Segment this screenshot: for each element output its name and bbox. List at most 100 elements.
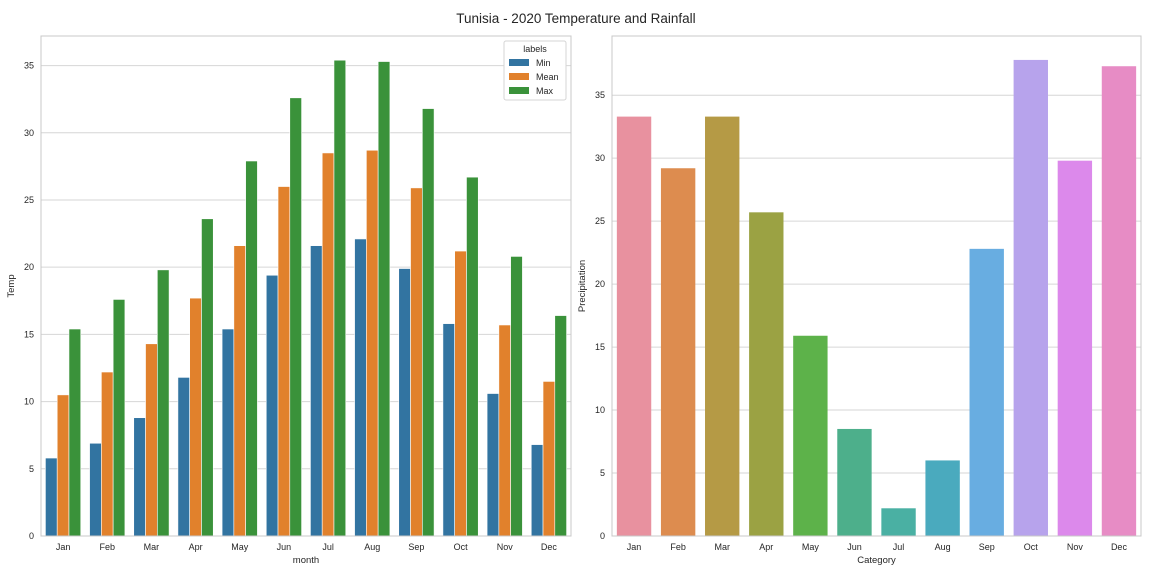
bar-max-jun — [289, 97, 302, 537]
y-tick-label: 10 — [595, 405, 605, 415]
bar-oct — [1013, 59, 1048, 536]
legend-swatch-max — [509, 87, 529, 94]
bar-mean-aug — [366, 149, 379, 537]
y-tick-label: 30 — [24, 128, 34, 138]
bar-min-oct — [442, 323, 455, 537]
bar-mar — [705, 116, 740, 537]
y-tick-label: 5 — [600, 468, 605, 478]
y-tick-label: 0 — [600, 531, 605, 541]
bar-min-jan — [45, 457, 58, 537]
bar-max-dec — [554, 315, 567, 537]
bar-mean-jun — [277, 186, 291, 537]
y-tick-label: 15 — [595, 342, 605, 352]
y-tick-label: 30 — [595, 153, 605, 163]
bar-jun — [837, 428, 872, 536]
x-axis-label: Category — [857, 555, 896, 566]
bar-mean-sep — [410, 187, 423, 537]
bar-dec — [1101, 66, 1137, 537]
bar-apr — [749, 212, 784, 536]
x-tick-label: May — [802, 542, 820, 552]
bar-mean-oct — [454, 250, 467, 537]
legend-label-min: Min — [536, 58, 551, 68]
x-axis-label: month — [293, 555, 319, 566]
bar-min-jul — [310, 245, 323, 537]
bar-min-mar — [133, 417, 146, 537]
bar-jul — [881, 508, 916, 536]
temperature-chart: 0 5 10 15 20 25 30 35 Jan Feb Mar Apr May Jun Jul Aug Se… — [6, 35, 572, 566]
x-tick-label: May — [231, 542, 249, 552]
bar-max-nov — [510, 256, 523, 537]
x-tick-label: Sep — [408, 542, 424, 552]
bar-mean-dec — [542, 381, 556, 537]
x-tick-label: Jul — [893, 542, 905, 552]
bar-max-oct — [466, 176, 479, 537]
x-tick-label: Jun — [847, 542, 862, 552]
legend-label-max: Max — [536, 86, 554, 96]
y-tick-label: 35 — [24, 61, 34, 71]
bar-mean-mar — [145, 343, 158, 537]
bar-nov — [1057, 160, 1093, 537]
precipitation-chart: 0 5 10 15 20 25 30 35 Jan Feb Mar Apr May Jun Jul Aug Se… — [577, 35, 1142, 566]
bar-mean-jan — [56, 394, 70, 537]
bar-max-mar — [157, 269, 170, 537]
bar-min-dec — [530, 444, 544, 537]
x-tick-label: Sep — [979, 542, 995, 552]
bar-mean-nov — [498, 324, 511, 537]
y-tick-label: 0 — [29, 531, 34, 541]
legend: labels Min Mean Max — [503, 40, 567, 101]
bar-min-sep — [398, 268, 411, 537]
x-tick-label: Feb — [99, 542, 115, 552]
bar-max-feb — [112, 299, 126, 537]
x-tick-label: Aug — [364, 542, 380, 552]
bar-may — [793, 335, 828, 536]
plot-frame — [611, 35, 1142, 537]
y-axis-label: Temp — [6, 274, 17, 297]
y-tick-label: 35 — [595, 90, 605, 100]
y-tick-label: 20 — [24, 262, 34, 272]
bar-mean-jul — [321, 152, 335, 537]
x-tick-label: Nov — [1067, 542, 1084, 552]
x-tick-label: Jan — [627, 542, 642, 552]
bar-aug — [925, 460, 960, 536]
bar-mean-feb — [101, 371, 114, 537]
y-tick-label: 5 — [29, 464, 34, 474]
plot-frame — [40, 35, 572, 537]
figure-title: Tunisia - 2020 Temperature and Rainfall — [456, 11, 695, 26]
bar-max-may — [245, 160, 258, 537]
y-tick-label: 10 — [24, 397, 34, 407]
x-tick-label: Jun — [277, 542, 292, 552]
x-tick-label: Jul — [322, 542, 334, 552]
bar-min-apr — [177, 377, 190, 537]
x-tick-label: Mar — [714, 542, 730, 552]
y-tick-label: 15 — [24, 329, 34, 339]
bar-sep — [969, 248, 1004, 536]
bar-feb — [660, 168, 696, 536]
x-tick-label: Oct — [454, 542, 469, 552]
bar-min-feb — [89, 442, 102, 537]
bar-max-aug — [377, 61, 391, 537]
x-tick-label: Apr — [189, 542, 203, 552]
bar-mean-may — [233, 245, 246, 537]
x-tick-label: Feb — [670, 542, 686, 552]
x-tick-label: Mar — [144, 542, 160, 552]
x-tick-label: Oct — [1024, 542, 1039, 552]
legend-swatch-mean — [509, 73, 529, 80]
bar-max-sep — [422, 108, 435, 537]
bar-min-aug — [354, 238, 367, 537]
bar-jan — [616, 116, 652, 537]
y-tick-label: 20 — [595, 279, 605, 289]
legend-box — [503, 40, 567, 101]
x-tick-label: Nov — [497, 542, 514, 552]
x-tick-label: Dec — [1111, 542, 1128, 552]
legend-title: labels — [523, 44, 547, 54]
bar-max-apr — [201, 218, 214, 537]
x-tick-label: Aug — [935, 542, 951, 552]
bar-mean-apr — [189, 297, 202, 537]
bar-max-jul — [333, 59, 347, 537]
x-tick-label: Jan — [56, 542, 71, 552]
legend-label-mean: Mean — [536, 72, 559, 82]
y-axis-label: Precipitation — [577, 260, 588, 312]
bar-min-may — [221, 328, 235, 537]
